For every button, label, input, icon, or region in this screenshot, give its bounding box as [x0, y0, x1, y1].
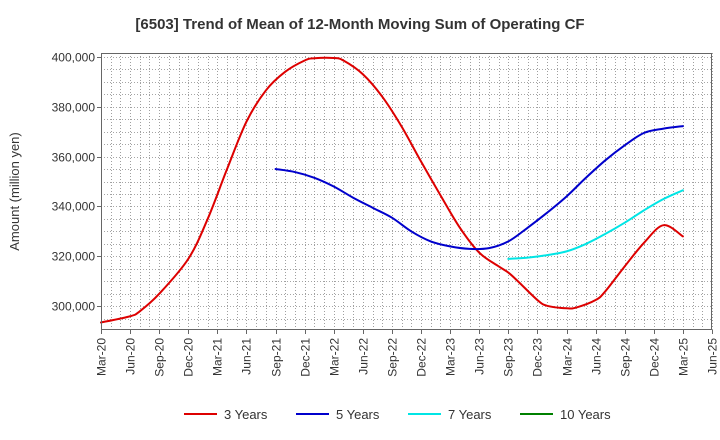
series-line-5-years: [274, 125, 684, 251]
y-tick-label: 360,000: [52, 151, 96, 165]
x-axis: Mar-20 Jun-20 Sep-20 Dec-20 Mar-21 Jun-21 Sep-…: [95, 330, 720, 377]
y-tick-label: 340,000: [52, 200, 96, 214]
x-tick-label: Mar-24: [561, 338, 575, 376]
x-tick-label: Jun-21: [240, 338, 254, 375]
x-tick-label: Sep-21: [270, 338, 284, 377]
legend-label-3-years: 3 Years: [224, 407, 268, 422]
plot-area: [100, 53, 713, 330]
y-tick-label: 320,000: [52, 250, 96, 264]
legend-label-5-years: 5 Years: [336, 407, 380, 422]
y-axis-label: Amount (million yen): [7, 132, 22, 251]
x-tick-label: Jun-24: [590, 338, 604, 375]
x-tick-label: Sep-24: [619, 338, 633, 377]
x-tick-label: Jun-23: [473, 338, 487, 375]
plot-frame: [101, 53, 712, 330]
legend-label-7-years: 7 Years: [448, 407, 492, 422]
x-tick-label: Dec-20: [182, 338, 196, 377]
x-tick-label: Sep-20: [153, 338, 167, 377]
x-tick-label: Mar-22: [328, 338, 342, 376]
legend: 3 Years 5 Years 7 Years 10 Years: [184, 407, 611, 422]
x-tick-label: Dec-22: [415, 338, 429, 377]
chart-title: [6503] Trend of Mean of 12-Month Moving …: [135, 16, 584, 33]
x-tick-label: Dec-23: [531, 338, 545, 377]
x-tick-label: Jun-22: [357, 338, 371, 375]
y-tick-label: 380,000: [52, 101, 96, 115]
series-line-7-years: [507, 189, 684, 260]
y-tick-label: 400,000: [52, 51, 96, 65]
series-layer: [100, 56, 684, 324]
x-tick-label: Sep-23: [502, 338, 516, 377]
x-tick-label: Mar-23: [444, 338, 458, 376]
x-tick-label: Dec-24: [648, 338, 662, 377]
y-tick-label: 300,000: [52, 300, 96, 314]
x-tick-label: Jun-25: [706, 338, 720, 375]
x-tick-label: Dec-21: [299, 338, 313, 377]
x-tick-label: Mar-25: [677, 338, 691, 376]
y-axis: 300,000 320,000 340,000 360,000 380,000 400,0…: [52, 51, 101, 314]
x-tick-label: Sep-22: [386, 338, 400, 377]
series-line-3-years: [100, 56, 684, 324]
x-tick-label: Mar-20: [95, 338, 109, 376]
x-tick-label: Mar-21: [211, 338, 225, 376]
legend-label-10-years: 10 Years: [560, 407, 611, 422]
x-tick-label: Jun-20: [124, 338, 138, 375]
